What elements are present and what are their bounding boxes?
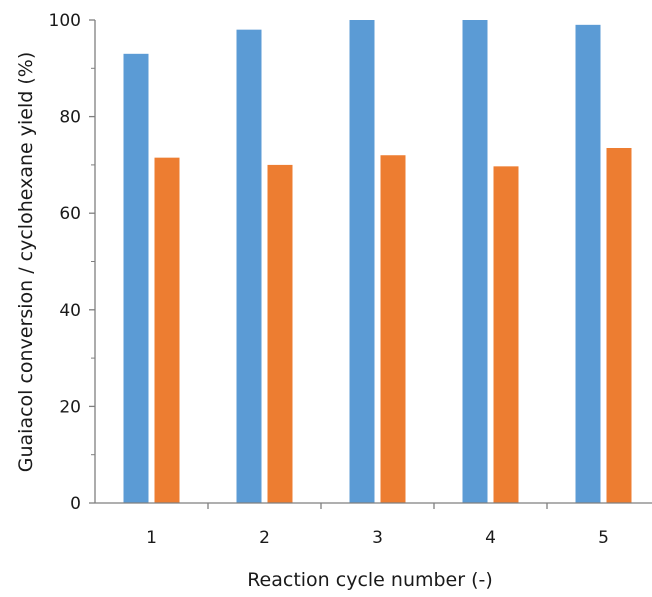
- bar-series-1-cycle-5: [575, 24, 601, 504]
- bar-series-2-cycle-1: [154, 157, 180, 503]
- bar-series-2-cycle-4: [493, 166, 519, 503]
- bar-series-1-cycle-1: [123, 53, 149, 504]
- bar-series-1-cycle-2: [236, 29, 262, 503]
- x-tick-label: 3: [372, 528, 383, 548]
- y-tick-label: 20: [59, 397, 81, 417]
- y-tick-label: 100: [49, 11, 81, 31]
- y-tick-label: 40: [59, 301, 81, 321]
- x-tick-label: 5: [598, 528, 609, 548]
- y-tick-label: 0: [70, 494, 81, 514]
- x-tick-label: 2: [259, 528, 270, 548]
- x-tick-label: 4: [485, 528, 496, 548]
- y-tick-label: 60: [59, 204, 81, 224]
- bars-layer: [123, 20, 632, 504]
- bar-series-2-cycle-2: [267, 164, 293, 503]
- bar-series-2-cycle-3: [380, 155, 406, 504]
- x-tick-label: 1: [146, 528, 157, 548]
- bar-series-2-cycle-5: [606, 147, 632, 503]
- y-axis-title: Guaiacol conversion / cyclohexane yield …: [15, 52, 37, 472]
- y-tick-label: 80: [59, 108, 81, 128]
- x-ticks-layer: 1 2 3 4 5: [146, 503, 609, 548]
- x-axis-title: Reaction cycle number (-): [247, 569, 493, 591]
- bar-series-1-cycle-3: [349, 20, 375, 503]
- bar-series-1-cycle-4: [462, 20, 488, 503]
- y-ticks-layer: 0 20 40 60 80 100: [49, 11, 95, 514]
